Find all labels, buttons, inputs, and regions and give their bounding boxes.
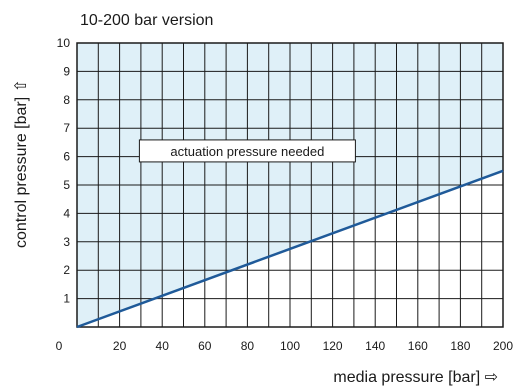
x-tick-label: 80 — [241, 339, 255, 353]
y-tick-label: 8 — [63, 93, 70, 107]
grid-layer — [76, 42, 504, 328]
y-tick-label: 7 — [63, 121, 70, 135]
x-tick-label: 60 — [198, 339, 212, 353]
series-line — [76, 169, 504, 329]
y-tick-label: 2 — [63, 263, 70, 277]
tick-label-layer: 0 20 40 60 80 100 120 140 160 180 200 1 2 3 4 5 6 7 8 9 10 — [56, 36, 514, 353]
x-tick-label: 20 — [113, 339, 127, 353]
y-tick-label: 10 — [57, 36, 71, 50]
chart-title: 10-200 bar version — [80, 12, 213, 29]
x-tick-label: 0 — [56, 339, 63, 353]
series-layer — [76, 169, 504, 329]
x-tick-label: 100 — [280, 339, 300, 353]
y-tick-label: 5 — [63, 178, 70, 192]
y-tick-label: 4 — [63, 206, 70, 220]
x-tick-label: 120 — [323, 339, 343, 353]
y-axis-label: control pressure [bar] ⇧ — [13, 79, 30, 248]
x-tick-label: 140 — [365, 339, 385, 353]
plot-border — [76, 42, 504, 328]
x-tick-label: 40 — [156, 339, 170, 353]
annotation-box — [138, 139, 356, 163]
x-axis-label: media pressure [bar] ⇨ — [333, 369, 498, 386]
annotation-label: actuation pressure needed — [170, 144, 324, 159]
x-tick-label: 200 — [493, 339, 513, 353]
x-tick-label: 180 — [450, 339, 470, 353]
y-tick-label: 3 — [63, 235, 70, 249]
y-tick-label: 1 — [63, 292, 70, 306]
annotation-layer: actuation pressure needed — [138, 139, 356, 163]
x-tick-label: 160 — [408, 339, 428, 353]
y-tick-label: 6 — [63, 150, 70, 164]
y-tick-label: 9 — [63, 64, 70, 78]
